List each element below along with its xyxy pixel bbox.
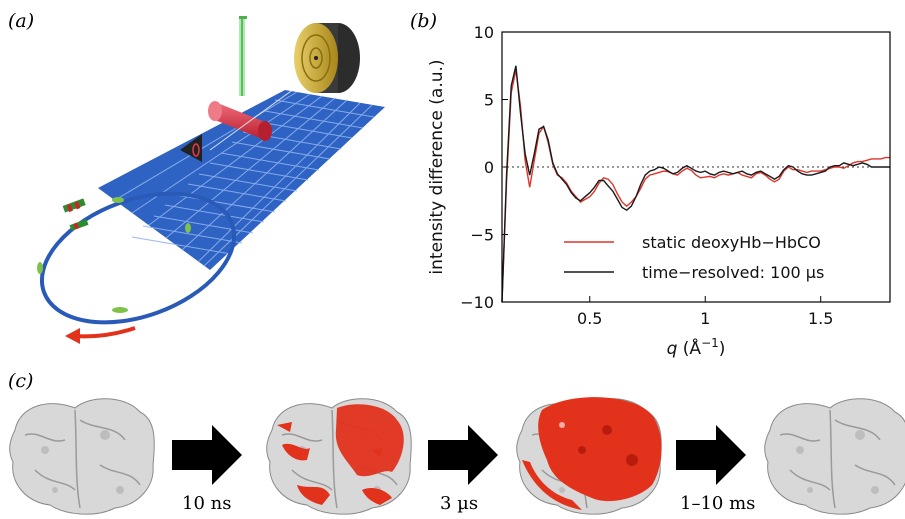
legend-label-2: time−resolved: 100 µs <box>642 263 824 282</box>
series-line-2 <box>501 65 890 303</box>
y-tick-label: 10 <box>474 23 494 42</box>
y-tick-label: 5 <box>484 91 494 110</box>
panel-label-b: (b) <box>410 10 437 32</box>
laser-beam <box>239 16 247 96</box>
area-detector <box>294 23 360 93</box>
protein-state-2 <box>265 397 413 515</box>
y-tick-label: 0 <box>484 158 494 177</box>
protein-state-4 <box>763 397 905 515</box>
transition-label-1: 10 ns <box>182 493 232 514</box>
protein-state-3 <box>515 397 663 515</box>
x-tick-label: 1 <box>700 309 710 328</box>
sample-holder <box>180 134 202 162</box>
series-line-1 <box>501 69 890 303</box>
transition-label-3: 1–10 ms <box>680 493 756 514</box>
y-tick-label: −5 <box>470 226 494 245</box>
y-tick-label: −10 <box>460 293 494 312</box>
chart-legend: static deoxyHb−HbCO time−resolved: 100 µs <box>564 233 824 282</box>
protein-surface-sequence <box>8 397 905 515</box>
panel-label-c: (c) <box>8 370 34 392</box>
electron-bunches <box>62 198 89 231</box>
y-axis-label: intensity difference (a.u.) <box>427 59 447 274</box>
intensity-difference-chart: 10 5 0 −5 −10 0.5 1 1.5 intensity difference (… <box>427 23 891 359</box>
plot-frame <box>501 31 891 303</box>
transition-arrow-1 <box>172 425 242 485</box>
x-axis-label: q (Å−1) <box>667 336 726 359</box>
storage-ring <box>37 191 237 325</box>
transition-arrow-3 <box>676 425 746 485</box>
chopper-cylinder <box>208 101 272 141</box>
setup-illustration <box>37 16 385 344</box>
legend-label-1: static deoxyHb−HbCO <box>642 233 821 252</box>
x-tick-label: 0.5 <box>577 309 602 328</box>
transition-arrow-2 <box>428 425 498 485</box>
transition-label-2: 3 µs <box>440 493 479 514</box>
direction-arrow <box>74 326 136 339</box>
protein-state-1 <box>8 397 156 515</box>
panel-label-a: (a) <box>8 10 35 32</box>
x-tick-label: 1.5 <box>808 309 833 328</box>
